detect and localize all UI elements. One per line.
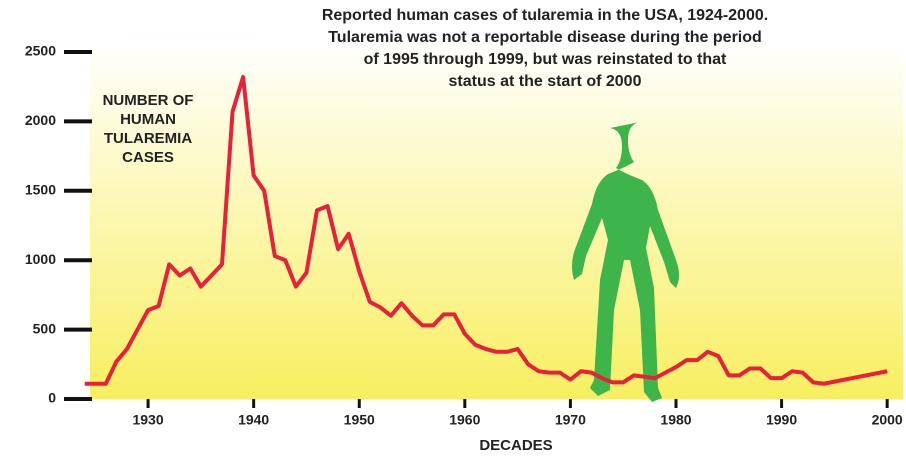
- y-tick-label: 1500: [25, 182, 56, 198]
- y-tick-label: 2000: [25, 112, 56, 128]
- y-tick-label: 500: [33, 320, 57, 336]
- x-tick-label: 1940: [238, 412, 269, 428]
- y-tick-label: 0: [48, 390, 56, 406]
- chart-title: Tularemia was not a reportable disease d…: [328, 29, 762, 46]
- x-tick-label: 1930: [132, 412, 163, 428]
- y-axis-label: CASES: [122, 149, 174, 166]
- y-axis-label: HUMAN: [120, 111, 176, 128]
- chart-title: of 1995 through 1999, but was reinstated…: [364, 51, 727, 68]
- x-axis-label: DECADES: [479, 437, 552, 454]
- x-tick-label: 1990: [766, 412, 797, 428]
- x-tick-label: 1960: [449, 412, 480, 428]
- y-tick-label: 1000: [25, 251, 56, 267]
- x-tick-label: 1950: [344, 412, 375, 428]
- x-tick-label: 1970: [555, 412, 586, 428]
- chart: Reported human cases of tularemia in the…: [0, 0, 906, 456]
- y-tick-label: 2500: [25, 43, 56, 59]
- chart-title: Reported human cases of tularemia in the…: [322, 7, 768, 24]
- plot-background: [90, 40, 903, 399]
- x-tick-label: 1980: [660, 412, 691, 428]
- y-axis-label: TULAREMIA: [104, 130, 192, 147]
- chart-title: status at the start of 2000: [449, 73, 642, 90]
- x-tick-label: 2000: [872, 412, 903, 428]
- y-axis-label: NUMBER OF: [103, 92, 194, 109]
